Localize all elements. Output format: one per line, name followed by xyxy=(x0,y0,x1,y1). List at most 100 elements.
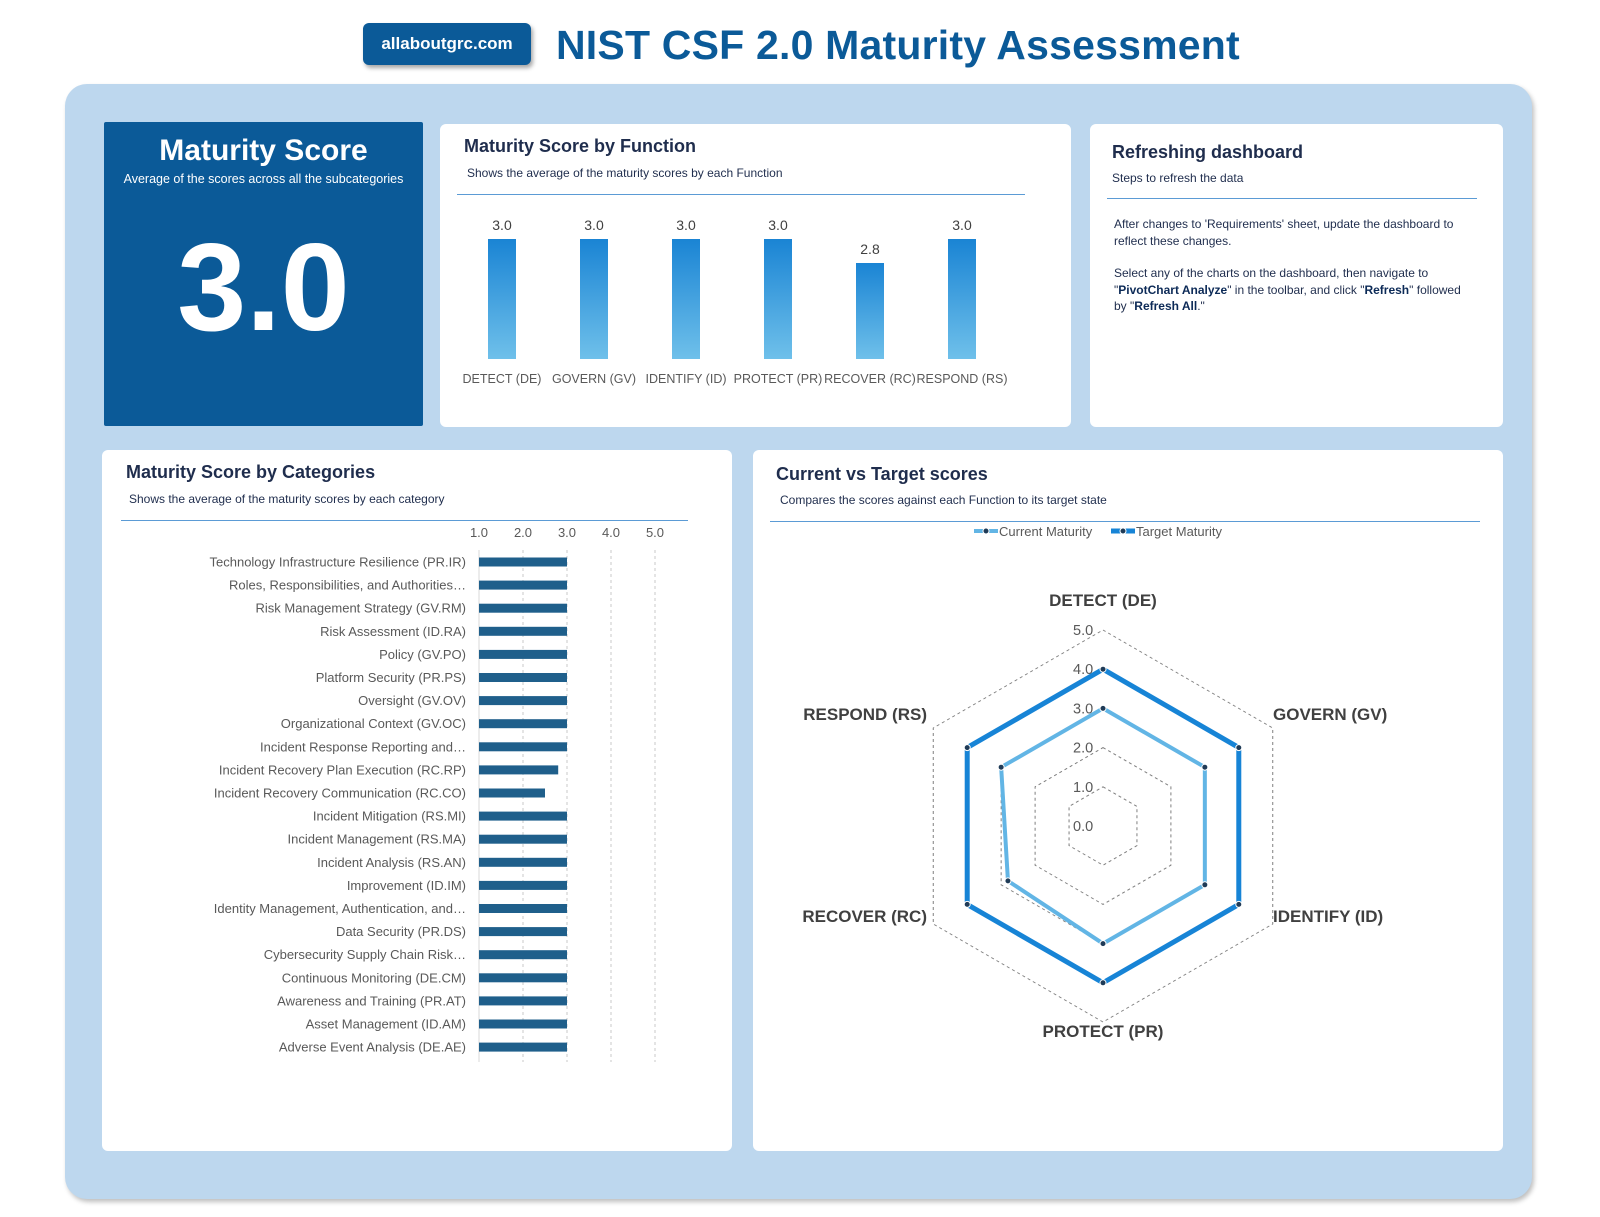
category-label: Platform Security (PR.PS) xyxy=(316,670,466,685)
categories-chart-title: Maturity Score by Categories xyxy=(126,462,376,482)
radar-gridline xyxy=(1000,707,1206,945)
function-category-label: IDENTIFY (ID) xyxy=(645,372,726,386)
radar-chart[interactable]: 0.0 1.0 2.0 3.0 4.0 5.0 DETECT (DE) GOVERN (GV)… xyxy=(753,450,1503,1151)
legend-label: Target Maturity xyxy=(1136,524,1222,539)
function-bar xyxy=(764,239,792,359)
radar-chart-subtitle: Compares the scores against each Functio… xyxy=(780,493,1107,507)
category-bar xyxy=(479,580,567,590)
category-axis-tick: 5.0 xyxy=(646,525,664,540)
refresh-subtitle: Steps to refresh the data xyxy=(1112,171,1244,185)
category-bar xyxy=(479,719,567,729)
legend-marker xyxy=(1119,527,1127,535)
target-maturity-point xyxy=(963,744,971,752)
radar-tick-label: 3.0 xyxy=(1073,701,1093,717)
category-bar xyxy=(479,1042,567,1052)
category-bar xyxy=(479,788,545,798)
category-bar xyxy=(479,742,567,752)
categories-bar-chart[interactable]: 1.0 2.0 3.0 4.0 5.0 Technology Infrastructure… xyxy=(102,450,732,1151)
category-label: Technology Infrastructure Resilience (PR… xyxy=(210,555,467,570)
refresh-card: Refreshing dashboard Steps to refresh th… xyxy=(1090,124,1503,427)
function-category-label: RESPOND (RS) xyxy=(917,372,1008,386)
category-label: Incident Management (RS.MA) xyxy=(288,832,466,847)
category-bar xyxy=(479,927,567,937)
radar-chart-card[interactable]: Current vs Target scores Compares the sc… xyxy=(753,450,1503,1151)
category-axis-tick: 3.0 xyxy=(558,525,576,540)
function-bar-value: 3.0 xyxy=(768,217,788,233)
target-maturity-point xyxy=(963,900,971,908)
category-bar xyxy=(479,626,567,636)
current-maturity-series xyxy=(999,706,1207,946)
page-title: NIST CSF 2.0 Maturity Assessment xyxy=(556,22,1240,68)
radar-chart-title: Current vs Target scores xyxy=(776,464,988,484)
category-bar xyxy=(479,950,567,960)
category-bar xyxy=(479,673,567,682)
category-label: Incident Mitigation (RS.MI) xyxy=(313,809,466,824)
radar-axis-label: RECOVER (RC) xyxy=(802,907,927,926)
radar-tick-label: 0.0 xyxy=(1073,819,1093,835)
categories-chart-divider xyxy=(121,520,688,521)
radar-axis-label: PROTECT (PR) xyxy=(1043,1022,1164,1041)
function-chart-divider xyxy=(457,194,1025,195)
function-chart-card[interactable]: Maturity Score by Function Shows the ave… xyxy=(440,124,1071,427)
category-label: Policy (GV.PO) xyxy=(379,647,466,662)
function-bar-value: 2.8 xyxy=(860,241,880,257)
function-category-label: GOVERN (GV) xyxy=(552,372,636,386)
legend-label: Current Maturity xyxy=(999,524,1093,539)
brand-badge[interactable]: allaboutgrc.com xyxy=(363,23,531,65)
function-chart-subtitle: Shows the average of the maturity scores… xyxy=(467,166,783,180)
category-bar xyxy=(479,834,567,844)
function-bar xyxy=(948,239,976,359)
function-bar xyxy=(580,239,608,359)
categories-chart-card[interactable]: Maturity Score by Categories Shows the a… xyxy=(102,450,732,1151)
target-maturity-series xyxy=(964,666,1242,986)
function-bar xyxy=(672,239,700,359)
category-bar xyxy=(479,557,567,567)
radar-axis-label: RESPOND (RS) xyxy=(803,705,927,724)
category-label: Asset Management (ID.AM) xyxy=(306,1017,466,1032)
category-bar xyxy=(479,649,567,659)
function-bar-chart[interactable]: 3.0 DETECT (DE) 3.0 GOVERN (GV) 3.0 IDENTIFY … xyxy=(440,124,1071,427)
current-maturity-point xyxy=(1201,881,1209,889)
refresh-divider xyxy=(1107,198,1477,199)
category-bar xyxy=(479,880,567,890)
current-maturity-point xyxy=(1201,763,1209,771)
function-bar-value: 3.0 xyxy=(952,217,972,233)
radar-tick-label: 5.0 xyxy=(1073,623,1093,639)
current-maturity-point xyxy=(997,763,1005,771)
category-bar xyxy=(479,1019,567,1029)
radar-axis-label: DETECT (DE) xyxy=(1049,591,1157,610)
category-label: Continuous Monitoring (DE.CM) xyxy=(282,970,466,985)
category-bar xyxy=(479,973,567,983)
radar-gridline xyxy=(1034,747,1172,905)
score-subtitle: Average of the scores across all the sub… xyxy=(123,172,404,186)
function-chart-title: Maturity Score by Function xyxy=(464,136,697,156)
category-axis-tick: 1.0 xyxy=(470,525,488,540)
current-maturity-point xyxy=(1004,877,1012,885)
target-maturity-point xyxy=(1235,900,1243,908)
refresh-instructions: After changes to 'Requirements' sheet, u… xyxy=(1114,216,1464,331)
categories-chart-subtitle: Shows the average of the maturity scores… xyxy=(129,492,445,506)
category-label: Improvement (ID.IM) xyxy=(347,878,466,893)
function-category-label: RECOVER (RC) xyxy=(824,372,916,386)
category-label: Incident Recovery Communication (RC.CO) xyxy=(214,786,466,801)
category-label: Oversight (GV.OV) xyxy=(358,693,466,708)
category-label: Data Security (PR.DS) xyxy=(336,924,466,939)
function-bar xyxy=(488,239,516,359)
refresh-title: Refreshing dashboard xyxy=(1112,142,1304,162)
radar-axis-label: GOVERN (GV) xyxy=(1273,705,1387,724)
category-axis-tick: 4.0 xyxy=(602,525,620,540)
category-label: Incident Analysis (RS.AN) xyxy=(317,855,466,870)
refresh-step-2: Select any of the charts on the dashboar… xyxy=(1114,266,1461,313)
current-maturity-point xyxy=(1099,940,1107,948)
category-bar xyxy=(479,996,567,1006)
radar-chart-divider xyxy=(770,521,1480,522)
category-label: Risk Assessment (ID.RA) xyxy=(320,624,466,639)
function-bar-value: 3.0 xyxy=(492,217,512,233)
category-label: Incident Recovery Plan Execution (RC.RP) xyxy=(219,762,466,777)
target-maturity-point xyxy=(1099,665,1107,673)
radar-axis-label: IDENTIFY (ID) xyxy=(1273,907,1383,926)
function-category-label: PROTECT (PR) xyxy=(734,372,823,386)
category-label: Cybersecurity Supply Chain Risk… xyxy=(264,947,466,962)
radar-tick-label: 4.0 xyxy=(1073,662,1093,678)
function-bar-value: 3.0 xyxy=(676,217,696,233)
